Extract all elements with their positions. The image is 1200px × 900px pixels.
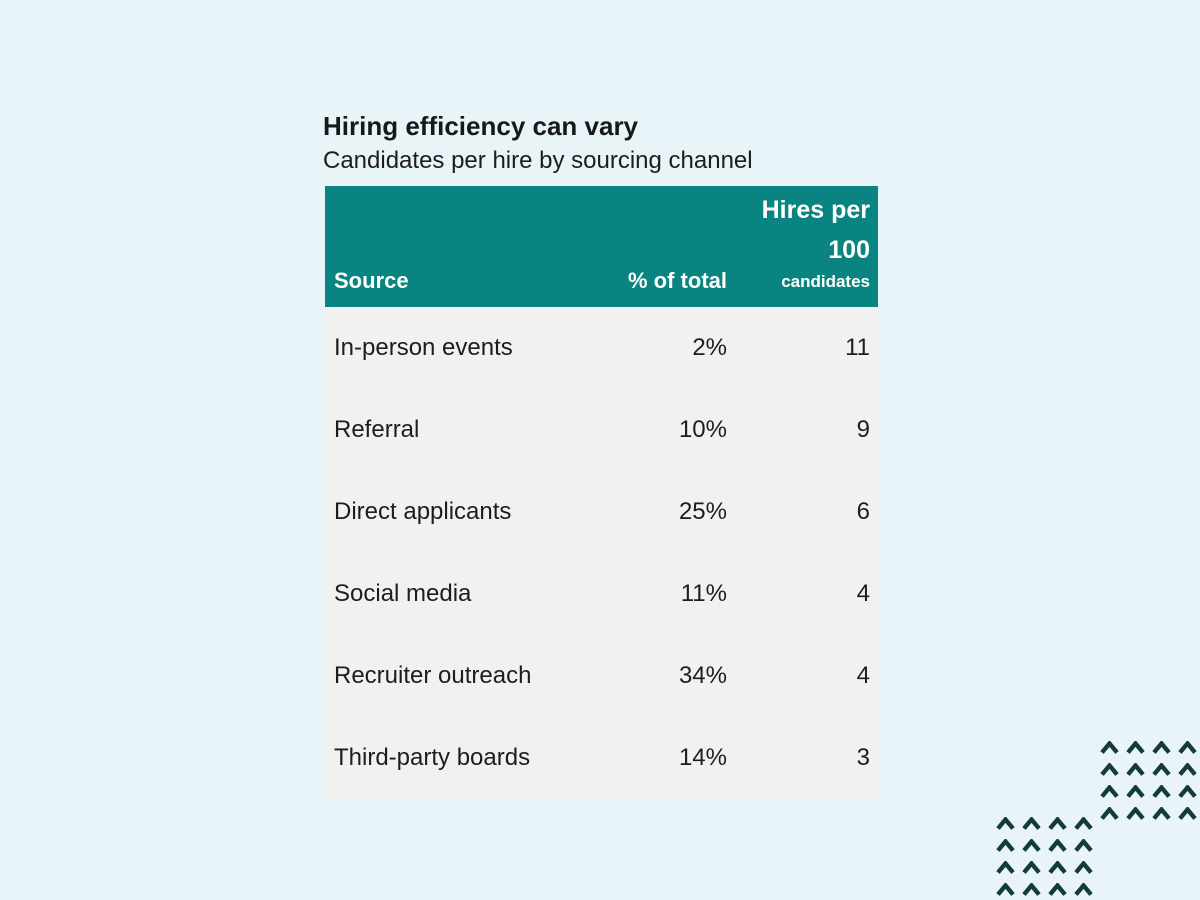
chevron-icon (1022, 817, 1041, 830)
cell-pct-of-total: 34% (678, 662, 727, 689)
cell-pct-of-total: 25% (678, 498, 727, 525)
chevron-icon (1048, 883, 1067, 896)
page-title: Hiring efficiency can vary (323, 111, 639, 141)
chevron-icon (996, 817, 1015, 830)
table-header: Source % of total Hires per 100 candidat… (325, 186, 878, 307)
chevron-icon (996, 839, 1015, 852)
chevron-icon (1048, 839, 1067, 852)
chevron-icon (1022, 861, 1041, 874)
column-header-source: Source (334, 268, 409, 293)
table-row: Direct applicants 25% 6 (325, 471, 878, 553)
cell-hires-per-100: 3 (856, 744, 870, 771)
cell-pct-of-total: 10% (678, 416, 727, 443)
column-header-pct-of-total: % of total (628, 268, 727, 293)
chevron-icon (1022, 839, 1041, 852)
table-row: In-person events 2% 11 (325, 307, 878, 389)
chevron-icon (1152, 741, 1171, 754)
chevron-icon (1178, 763, 1197, 776)
chevron-icon (1152, 763, 1171, 776)
chevron-icon (1126, 763, 1145, 776)
title-block: Hiring efficiency can vary Candidates pe… (323, 110, 753, 176)
column-header-hires-per-100: Hires per 100 candidates (727, 190, 878, 307)
cell-pct-of-total: 14% (678, 744, 727, 771)
chevron-grid-upper (1100, 741, 1197, 820)
cell-hires-per-100: 4 (856, 580, 870, 607)
cell-pct-of-total: 2% (692, 334, 727, 361)
chevron-icon (1100, 807, 1119, 820)
cell-pct-of-total: 11% (680, 580, 727, 607)
chevron-icon (1126, 785, 1145, 798)
header-line-1: Hires per (761, 196, 870, 224)
cell-hires-per-100: 11 (845, 334, 870, 361)
cell-source: Recruiter outreach (334, 662, 532, 689)
cell-source: Social media (334, 580, 472, 607)
chevron-icon (1126, 741, 1145, 754)
chevron-icon (1048, 861, 1067, 874)
chevron-icon (1074, 883, 1093, 896)
table-row: Referral 10% 9 (325, 389, 878, 471)
table-row: Social media 11% 4 (325, 553, 878, 635)
chevron-icon (1100, 763, 1119, 776)
chevron-icon (1074, 861, 1093, 874)
header-line-3: candidates (781, 272, 870, 291)
chevron-icon (1074, 839, 1093, 852)
chevron-icon (1152, 785, 1171, 798)
chevron-icon (1048, 817, 1067, 830)
cell-source: Third-party boards (334, 744, 531, 771)
cell-hires-per-100: 9 (856, 416, 870, 443)
cell-hires-per-100: 4 (856, 662, 870, 689)
cell-source: In-person events (334, 334, 513, 361)
chevron-icon (1178, 741, 1197, 754)
table-body: In-person events 2% 11 Referral 10% 9 Di… (325, 307, 878, 799)
page-subtitle: Candidates per hire by sourcing channel (323, 147, 753, 174)
table-row: Third-party boards 14% 3 (325, 717, 878, 799)
header-line-2: 100 (828, 236, 870, 264)
cell-source: Direct applicants (334, 498, 512, 525)
cell-source: Referral (334, 416, 420, 443)
chevron-icon (1152, 807, 1171, 820)
table-row: Recruiter outreach 34% 4 (325, 635, 878, 717)
chevron-icon (1178, 807, 1197, 820)
chevron-icon (996, 883, 1015, 896)
chevron-icon (996, 861, 1015, 874)
chevron-icon (1074, 817, 1093, 830)
chevron-icon (1100, 741, 1119, 754)
data-table: Source % of total Hires per 100 candidat… (325, 186, 878, 799)
chevron-icon (1022, 883, 1041, 896)
cell-hires-per-100: 6 (856, 498, 870, 525)
chevron-icon (1126, 807, 1145, 820)
chevron-icon (1100, 785, 1119, 798)
chevron-icon (1178, 785, 1197, 798)
chevron-grid-lower (996, 817, 1093, 896)
